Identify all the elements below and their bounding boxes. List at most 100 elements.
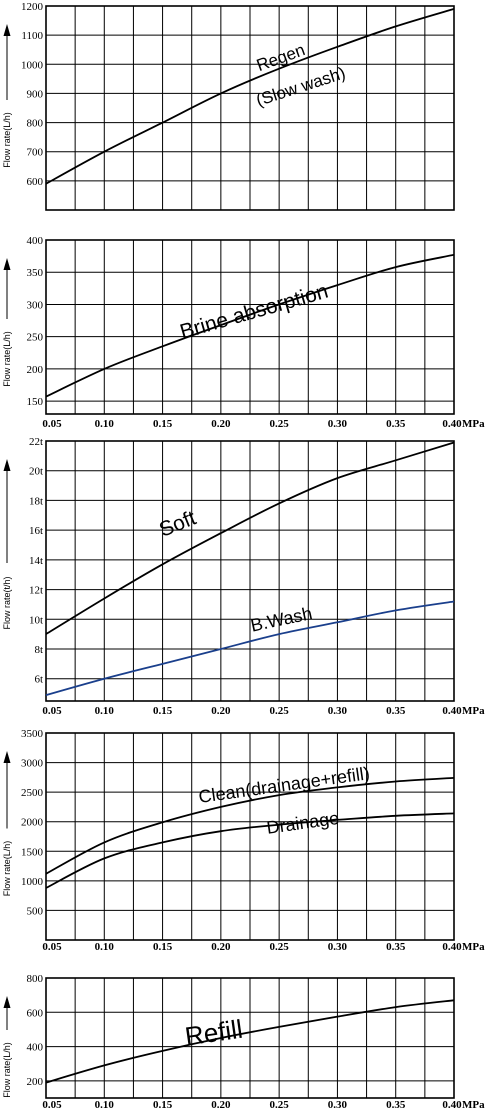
- x-tick-label: 0.20: [211, 941, 231, 953]
- up-arrow-icon: [3, 459, 11, 471]
- y-tick-label: 1100: [21, 30, 43, 42]
- series-line-2: [45, 600, 455, 696]
- y-tick-label: 8t: [34, 644, 43, 656]
- x-tick-label: 0.15: [153, 705, 173, 717]
- series-line-1: [45, 8, 455, 185]
- x-tick-label: 0.30: [328, 1099, 348, 1109]
- x-tick-label: 0.20: [211, 1099, 231, 1109]
- x-tick-label: 0.10: [95, 941, 115, 953]
- y-tick-label: 3000: [21, 758, 44, 770]
- curve-annotation: Brine absorption: [177, 280, 330, 344]
- y-tick-label: 350: [27, 267, 44, 279]
- x-tick-label: 0.15: [153, 418, 173, 430]
- plot-frame: [45, 239, 455, 415]
- y-tick-label: 3500: [21, 728, 44, 740]
- x-tick-label: 0.20: [211, 418, 231, 430]
- plot-frame: [45, 977, 455, 1099]
- up-arrow-icon: [3, 258, 11, 270]
- curve-annotation: Refill: [183, 1014, 244, 1052]
- y-tick-label: 1500: [21, 846, 44, 858]
- series-line-1: [45, 253, 455, 398]
- x-tick-label: 0.35: [386, 1099, 406, 1109]
- y-tick-label: 2000: [21, 817, 44, 829]
- x-tick-label: 0.15: [153, 1099, 173, 1109]
- x-tick-label: 0.10: [95, 418, 115, 430]
- series-line-1: [45, 999, 455, 1084]
- y-tick-label: 200: [27, 364, 44, 376]
- y-tick-label: 800: [27, 973, 44, 985]
- y-tick-label: 500: [27, 905, 44, 917]
- y-tick-label: 20t: [29, 466, 43, 478]
- x-tick-label: 0.40: [442, 1099, 462, 1109]
- y-tick-label: 18t: [29, 495, 43, 507]
- y-tick-label: 6t: [34, 674, 43, 686]
- curve-annotation: Clean(drainage+refill): [197, 763, 371, 807]
- y-tick-label: 700: [27, 147, 44, 159]
- x-tick-label: 0.25: [270, 941, 290, 953]
- y-axis-label: Flow rate(t/h): [2, 576, 12, 629]
- y-tick-label: 22t: [29, 436, 43, 448]
- series-line-1: [45, 777, 455, 875]
- x-tick-label: 0.30: [328, 941, 348, 953]
- y-tick-label: 250: [27, 332, 44, 344]
- y-tick-label: 1000: [21, 876, 44, 888]
- y-tick-label: 2500: [21, 787, 44, 799]
- y-tick-label: 300: [27, 299, 44, 311]
- x-axis-unit: MPa: [462, 705, 485, 717]
- x-axis-unit: MPa: [462, 418, 485, 430]
- x-tick-label: 0.10: [95, 705, 115, 717]
- plot-frame: [45, 440, 455, 702]
- y-tick-label: 12t: [29, 585, 43, 597]
- x-tick-label: 0.05: [42, 941, 62, 953]
- x-tick-label: 0.40: [442, 941, 462, 953]
- series-line-2: [45, 812, 455, 889]
- y-tick-label: 400: [27, 235, 44, 247]
- chart-panel-2: 150 200 250 300 350 400 Flow rate(L/h) 0.05 0.10…: [2, 235, 485, 430]
- y-axis-label: Flow rate(L/h): [2, 841, 12, 897]
- y-axis-label: Flow rate(L/h): [2, 331, 12, 387]
- y-tick-label: 1000: [21, 59, 44, 71]
- y-tick-label: 150: [27, 396, 44, 408]
- x-tick-label: 0.05: [42, 418, 62, 430]
- up-arrow-icon: [3, 751, 11, 763]
- y-axis-label: Flow rate(L/h): [2, 1042, 12, 1098]
- y-axis-label: Flow rate(L/h): [2, 112, 12, 168]
- y-tick-label: 16t: [29, 525, 43, 537]
- y-tick-label: 900: [27, 88, 44, 100]
- x-tick-label: 0.40: [442, 418, 462, 430]
- curve-annotation: Drainage: [265, 808, 340, 838]
- x-axis-unit: MPa: [462, 1099, 485, 1109]
- curve-annotation: Regen: [254, 40, 308, 75]
- y-tick-label: 800: [27, 118, 44, 130]
- up-arrow-icon: [3, 24, 11, 36]
- x-tick-label: 0.05: [42, 705, 62, 717]
- plot-frame: [45, 5, 455, 211]
- x-tick-label: 0.40: [442, 705, 462, 717]
- x-tick-label: 0.05: [42, 1099, 62, 1109]
- y-tick-label: 10t: [29, 614, 43, 626]
- x-tick-label: 0.10: [95, 1099, 115, 1109]
- x-tick-label: 0.35: [386, 705, 406, 717]
- x-tick-label: 0.25: [270, 1099, 290, 1109]
- y-tick-label: 1200: [21, 1, 44, 13]
- y-tick-label: 400: [27, 1042, 44, 1054]
- series-line-1: [45, 441, 455, 635]
- chart-panel-3: 6t 8t 10t 12t 14t 16t 18t 20t 22t Flow rate(t/h) 0…: [2, 436, 485, 717]
- x-axis-unit: MPa: [462, 941, 485, 953]
- x-tick-label: 0.35: [386, 418, 406, 430]
- y-tick-label: 600: [27, 176, 44, 188]
- x-tick-label: 0.20: [211, 705, 231, 717]
- up-arrow-icon: [3, 996, 11, 1008]
- x-tick-label: 0.30: [328, 418, 348, 430]
- y-tick-label: 14t: [29, 555, 43, 567]
- x-tick-label: 0.35: [386, 941, 406, 953]
- chart-panel-5: 200 400 600 800 Flow rate(L/h) 0.05 0.10 0.15 0.…: [2, 973, 485, 1109]
- chart-panel-1: 600 700 800 900 1000 1100 1200 Flow rate(L/h) Re…: [2, 1, 455, 211]
- x-tick-label: 0.25: [270, 705, 290, 717]
- x-tick-label: 0.25: [270, 418, 290, 430]
- curve-annotation: B.Wash: [249, 603, 314, 636]
- x-tick-label: 0.30: [328, 705, 348, 717]
- y-tick-label: 200: [27, 1076, 44, 1088]
- chart-panel-4: 500 1000 1500 2000 2500 3000 3500 Flow rate(L/h…: [2, 728, 485, 953]
